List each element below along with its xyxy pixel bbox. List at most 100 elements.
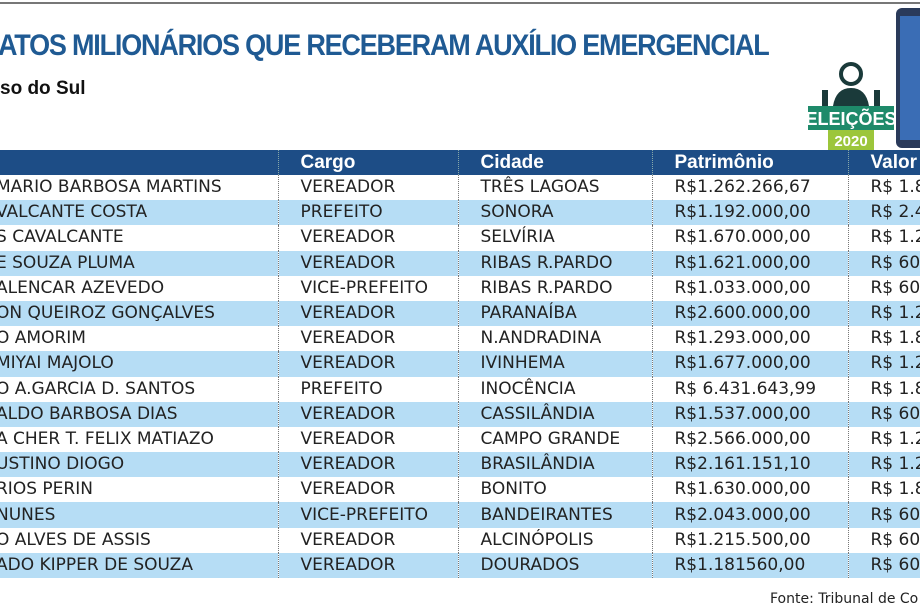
cell-cidade: RIBAS R.PARDO xyxy=(457,275,652,301)
cell-cargo: VEREADOR xyxy=(277,351,458,377)
cell-cidade: PARANAÍBA xyxy=(457,300,652,327)
cell-valor: R$ 1.8 xyxy=(847,326,920,352)
candidates-table: Cargo Cidade Patrimônio Valor MARIO BARB… xyxy=(0,150,920,578)
cell-cidade: CASSILÂNDIA xyxy=(457,401,652,427)
cell-cargo: VEREADOR xyxy=(277,477,458,503)
cell-cargo: VEREADOR xyxy=(277,326,458,352)
cell-valor: R$ 600 xyxy=(847,401,920,427)
table-row: ALDO BARBOSA DIAS VEREADOR CASSILÂNDIA R$1.… xyxy=(0,401,920,427)
cell-cidade: BANDEIRANTES xyxy=(457,502,652,528)
cell-name: USTINO DIOGO xyxy=(0,452,278,478)
table-row: O A.GARCIA D. SANTOS PREFEITO INOCÊNCIA R$ … xyxy=(0,376,920,402)
cell-patrimonio: R$1.621.000,00 xyxy=(651,250,848,276)
cell-patrimonio: R$2.566.000,00 xyxy=(651,426,848,453)
cell-name: NUNES xyxy=(0,502,278,528)
cell-name: MARIO BARBOSA MARTINS xyxy=(0,177,222,198)
cell-cargo: VEREADOR xyxy=(277,175,458,201)
cell-cidade: CAMPO GRANDE xyxy=(457,426,652,453)
cell-cidade: ALCINÓPOLIS xyxy=(457,527,652,553)
cell-name: ON QUEIROZ GONÇALVES xyxy=(0,300,278,327)
cell-cidade: BRASILÂNDIA xyxy=(457,452,652,478)
col-header-name xyxy=(0,150,278,175)
cell-cargo: VEREADOR xyxy=(277,250,458,276)
cell-cargo: VICE-PREFEITO xyxy=(277,275,458,301)
cell-name: RIOS PERIN xyxy=(0,479,93,500)
cell-cargo: PREFEITO xyxy=(277,200,458,226)
cell-name: VALCANTE COSTA xyxy=(0,200,278,226)
cell-patrimonio: R$1.630.000,00 xyxy=(651,477,848,503)
table-row: USTINO DIOGO VEREADOR BRASILÂNDIA R$2.161.1… xyxy=(0,452,920,478)
page-title: ATOS MILIONÁRIOS QUE RECEBERAM AUXÍLIO E… xyxy=(0,28,770,62)
cell-cidade: BONITO xyxy=(457,477,652,503)
cell-valor: R$ 1.8 xyxy=(847,477,920,503)
cell-cargo: VEREADOR xyxy=(277,426,458,453)
cell-name: S CAVALCANTE xyxy=(0,227,124,248)
cell-valor: R$ 600 xyxy=(847,502,920,528)
cell-valor: R$ 1.2 xyxy=(847,452,920,478)
cell-name: O A.GARCIA D. SANTOS xyxy=(0,378,196,399)
elections-badge: ELEIÇÕES 2020 xyxy=(805,60,897,150)
table-row: O ALVES DE ASSIS VEREADOR ALCINÓPOLIS R$1.2… xyxy=(0,527,920,553)
cell-patrimonio: R$1.677.000,00 xyxy=(651,351,848,377)
table-header: Cargo Cidade Patrimônio Valor xyxy=(0,150,920,175)
cell-valor: R$ 600 xyxy=(847,250,920,276)
top-rule xyxy=(0,2,920,4)
cell-cidade: TRÊS LAGOAS xyxy=(457,175,652,201)
table-row: MIYAI MAJOLO VEREADOR IVINHEMA R$1.677.000,… xyxy=(0,351,920,377)
table-row: E SOUZA PLUMA VEREADOR RIBAS R.PARDO R$1.62… xyxy=(0,250,920,276)
col-header-valor: Valor xyxy=(847,150,920,175)
cell-cargo: VEREADOR xyxy=(277,225,458,251)
cell-cargo: VICE-PREFEITO xyxy=(277,502,458,528)
table-row: S CAVALCANTE VEREADOR SELVÍRIA R$1.670.000,… xyxy=(0,225,920,251)
cell-name: E SOUZA PLUMA xyxy=(0,250,278,276)
cell-patrimonio: R$2.161.151,10 xyxy=(651,452,848,478)
cell-valor: R$ 1.2 xyxy=(847,225,920,251)
table-row: O AMORIM VEREADOR N.ANDRADINA R$1.293.000,0… xyxy=(0,326,920,352)
cell-cargo: VEREADOR xyxy=(277,452,458,478)
cell-patrimonio: R$2.043.000,00 xyxy=(651,502,848,528)
cell-valor: R$ 1.2 xyxy=(847,300,920,327)
candidate-icon: ELEIÇÕES 2020 xyxy=(805,62,897,150)
source-note: Fonte: Tribunal de Co xyxy=(770,591,919,607)
cell-valor: R$ 600 xyxy=(847,527,920,553)
cell-name: O AMORIM xyxy=(0,328,86,349)
cell-cidade: N.ANDRADINA xyxy=(457,326,652,352)
cell-cargo: VEREADOR xyxy=(277,527,458,553)
cell-patrimonio: R$1.215.500,00 xyxy=(651,527,848,553)
cell-valor: R$ 2.4 xyxy=(847,200,920,226)
col-header-cargo: Cargo xyxy=(277,150,458,175)
cell-valor: R$ 1.2 xyxy=(847,426,920,453)
cell-cargo: VEREADOR xyxy=(277,552,458,578)
cell-valor: R$ 600 xyxy=(847,552,920,578)
cell-valor: R$ 600 xyxy=(847,275,920,301)
table-row: VALCANTE COSTA PREFEITO SONORA R$1.192.000,… xyxy=(0,200,920,226)
page-subtitle: so do Sul xyxy=(0,78,86,99)
cell-name: ALDO BARBOSA DIAS xyxy=(0,401,278,427)
cell-cidade: IVINHEMA xyxy=(457,351,652,377)
cell-cidade: SONORA xyxy=(457,200,652,226)
cell-cidade: SELVÍRIA xyxy=(457,225,652,251)
table-row: NUNES VICE-PREFEITO BANDEIRANTES R$2.043.00… xyxy=(0,502,920,528)
cell-cidade: DOURADOS xyxy=(457,552,652,578)
phone-illustration xyxy=(896,8,920,148)
table-row: ALENCAR AZEVEDO VICE-PREFEITO RIBAS R.PARD… xyxy=(0,275,920,301)
cell-cargo: VEREADOR xyxy=(277,300,458,327)
col-header-cidade: Cidade xyxy=(457,150,652,175)
cell-cidade: RIBAS R.PARDO xyxy=(457,250,652,276)
col-header-patrimonio: Patrimônio xyxy=(651,150,848,175)
cell-patrimonio: R$2.600.000,00 xyxy=(651,300,848,327)
cell-name: ALENCAR AZEVEDO xyxy=(0,277,165,298)
cell-patrimonio: R$1.262.266,67 xyxy=(651,175,848,201)
cell-name: O ALVES DE ASSIS xyxy=(0,529,151,550)
table-row: RIOS PERIN VEREADOR BONITO R$1.630.000,00 R$… xyxy=(0,477,920,503)
cell-cargo: VEREADOR xyxy=(277,401,458,427)
cell-valor: R$ 1.8 xyxy=(847,376,920,402)
cell-patrimonio: R$ 6.431.643,99 xyxy=(651,376,848,402)
table-row: MARIO BARBOSA MARTINS VEREADOR TRÊS LAGOAS… xyxy=(0,175,920,201)
cell-cargo: PREFEITO xyxy=(277,376,458,402)
cell-patrimonio: R$1.181560,00 xyxy=(651,552,848,578)
cell-name: MIYAI MAJOLO xyxy=(0,351,278,377)
svg-text:2020: 2020 xyxy=(834,133,867,150)
cell-valor: R$ 1.8 xyxy=(847,175,920,201)
table-row: ON QUEIROZ GONÇALVES VEREADOR PARANAÍBA R$2… xyxy=(0,300,920,327)
